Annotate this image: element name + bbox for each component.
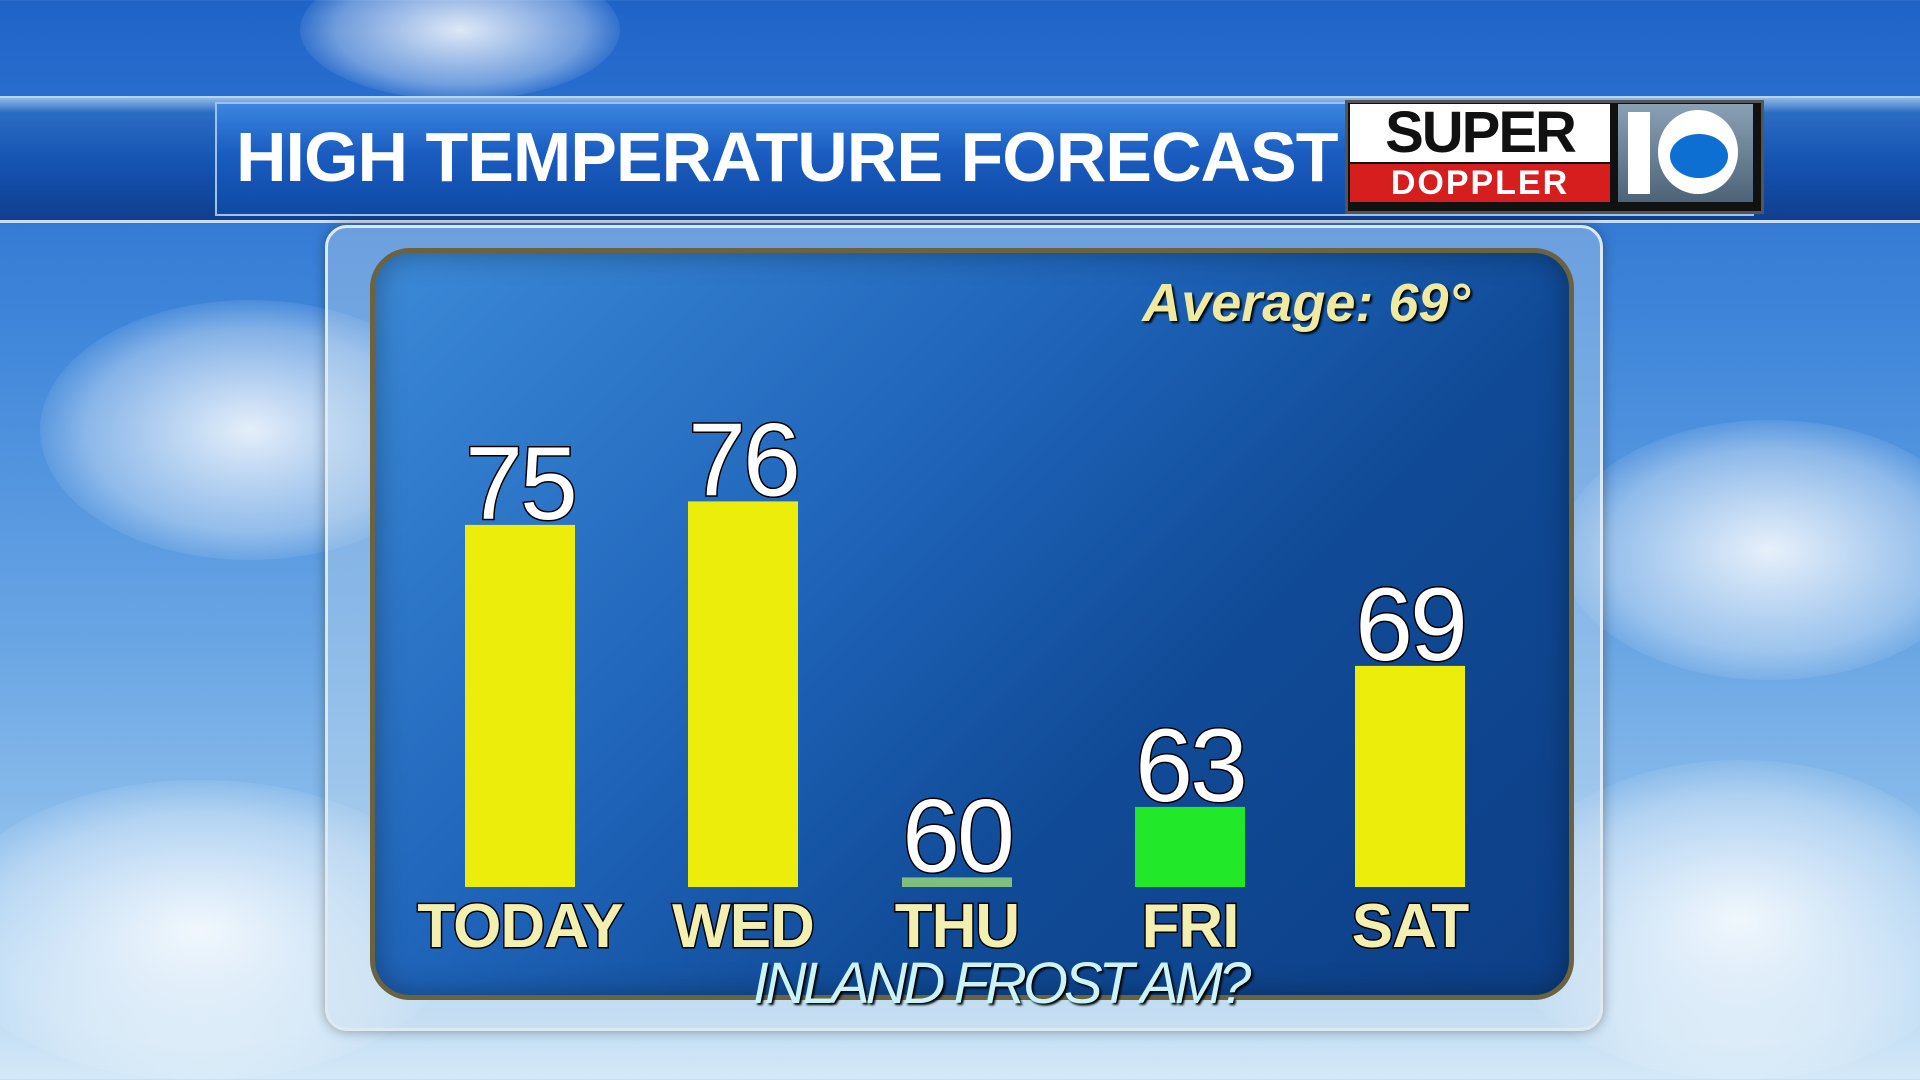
logo-doppler-text: DOPPLER	[1350, 164, 1610, 202]
background-cloud	[1560, 420, 1920, 680]
bar-wed	[688, 501, 798, 887]
category-label: SAT	[1352, 892, 1470, 961]
bar-value-label: 75	[465, 426, 575, 542]
logo-super-text: SUPER	[1350, 104, 1610, 162]
bar-value-label: 63	[1135, 708, 1245, 824]
frost-note: INLAND FROST AM?	[752, 951, 1252, 1016]
category-label: FRI	[1142, 892, 1239, 961]
channel-10-icon	[1618, 104, 1753, 202]
bar-today	[465, 524, 575, 887]
bar-value-label: 76	[688, 402, 798, 518]
bar-thu	[902, 877, 1012, 887]
average-label: Average: 69°	[1142, 273, 1470, 333]
bar-value-label: 60	[902, 778, 1012, 894]
page-title: HIGH TEMPERATURE FORECAST	[236, 118, 1338, 196]
bar-sat	[1355, 665, 1465, 887]
category-label: THU	[895, 892, 1019, 961]
category-label: TODAY	[417, 892, 623, 961]
category-label: WED	[672, 892, 814, 961]
bar-fri	[1135, 806, 1245, 887]
bar-value-label: 69	[1355, 567, 1465, 683]
